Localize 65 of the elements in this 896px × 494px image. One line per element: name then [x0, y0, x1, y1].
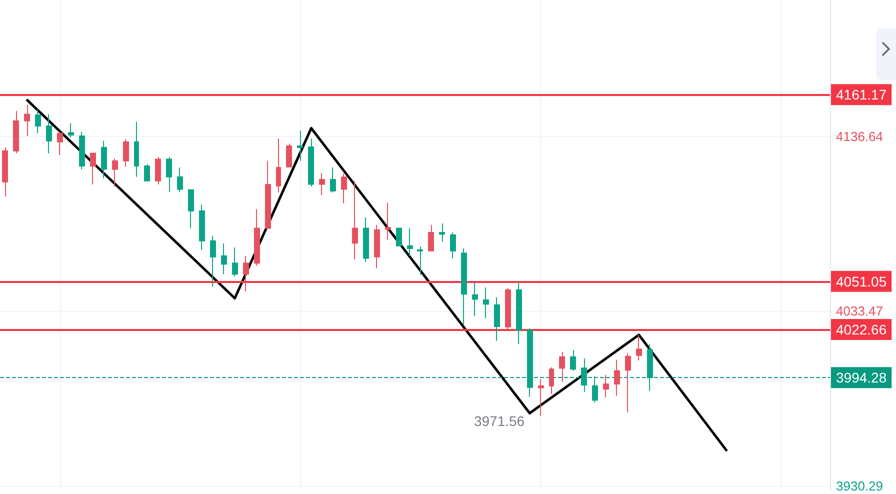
candlestick — [439, 222, 445, 242]
candlestick — [407, 228, 413, 256]
candlestick — [374, 224, 380, 269]
candlestick — [144, 164, 150, 182]
candlestick — [363, 217, 369, 262]
candlestick — [286, 143, 292, 168]
ref-line-label: 4051.05 — [836, 273, 887, 290]
ref-line-label: 3994.28 — [836, 370, 887, 386]
candlestick — [570, 350, 576, 372]
line-series — [26, 98, 728, 452]
candlestick — [232, 247, 238, 278]
candlestick — [417, 246, 423, 276]
candlestick — [297, 130, 303, 162]
candlestick — [265, 160, 271, 229]
candlestick — [461, 248, 467, 326]
candlestick — [166, 156, 172, 192]
candlestick — [79, 131, 85, 170]
candlestick — [221, 242, 227, 275]
y-tick-label: 4033.47 — [836, 304, 883, 319]
candlestick — [559, 351, 565, 382]
candlestick — [243, 255, 249, 292]
candlestick — [188, 188, 194, 229]
candlestick — [308, 138, 314, 188]
candlestick — [385, 202, 391, 240]
candlestick — [199, 204, 205, 250]
annotation: 3971.56 — [474, 413, 525, 430]
candlestick — [603, 374, 609, 398]
ref-line-label: 4022.66 — [836, 322, 887, 338]
y-tick-label: 3930.29 — [836, 478, 883, 494]
candlestick — [396, 228, 402, 246]
candlestick — [538, 378, 544, 417]
candlestick — [155, 156, 161, 185]
candlestick — [276, 138, 281, 193]
candlestick — [352, 180, 358, 260]
candlestick — [614, 359, 620, 396]
candlestick — [494, 297, 500, 342]
candlestick — [210, 235, 216, 288]
candlestick — [428, 224, 434, 252]
candlestick — [101, 140, 107, 179]
candlestick — [505, 288, 511, 330]
candlestick — [90, 152, 96, 185]
candlestick — [35, 108, 41, 134]
candlestick — [341, 173, 347, 204]
candlestick — [483, 287, 489, 319]
candlestick — [177, 167, 183, 192]
candlestick — [636, 334, 642, 361]
candlestick — [319, 172, 325, 196]
candlestick — [112, 158, 118, 188]
candlestick — [549, 366, 554, 395]
ref-line-label: 4161.17 — [836, 86, 887, 103]
candlestick — [13, 110, 19, 154]
candlestick — [516, 280, 522, 345]
candlestick — [2, 147, 8, 198]
candlestick — [625, 352, 631, 413]
candlestick — [134, 121, 139, 178]
candlestick — [68, 122, 74, 138]
candlestick — [46, 114, 52, 154]
candlestick — [24, 104, 30, 136]
candlestick — [57, 131, 63, 156]
candlestick — [254, 208, 260, 266]
y-tick-label: 4136.64 — [836, 128, 883, 144]
candlestick — [472, 282, 478, 316]
candlestick — [450, 232, 456, 259]
candlestick — [123, 138, 129, 168]
candlestick — [330, 167, 336, 193]
